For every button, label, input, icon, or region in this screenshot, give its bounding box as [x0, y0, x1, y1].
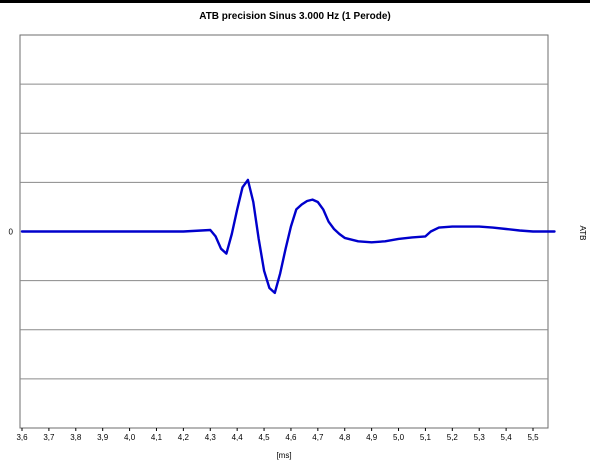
x-tick-label: 3,9: [97, 433, 109, 442]
x-tick-label: 5,1: [420, 433, 432, 442]
x-tick-label: 4,6: [285, 433, 297, 442]
y-tick-label: 0: [9, 228, 14, 237]
x-tick-label: 5,3: [474, 433, 486, 442]
x-tick-label: 4,8: [339, 433, 351, 442]
x-tick-label: 3,6: [16, 433, 28, 442]
x-tick-label: 5,0: [393, 433, 405, 442]
x-axis-label: [ms]: [276, 451, 292, 460]
x-tick-label: 4,3: [205, 433, 217, 442]
x-tick-label: 4,7: [312, 433, 324, 442]
top-rule: [0, 0, 590, 3]
x-tick-label: 4,2: [178, 433, 190, 442]
x-ticks: 3,6 3,7 3,8 3,9 4,0 4,1 4,2 4,3 4,4 4,5 4,6 4,7 4,8 4…: [16, 428, 539, 442]
x-tick-label: 5,4: [501, 433, 513, 442]
series-label: ATB: [578, 225, 587, 241]
x-tick-label: 4,1: [151, 433, 163, 442]
x-tick-label: 4,9: [366, 433, 378, 442]
y-ticks: 0: [9, 228, 14, 237]
grid-lines: [20, 83, 548, 380]
x-tick-label: 4,4: [232, 433, 244, 442]
x-tick-label: 5,2: [447, 433, 459, 442]
x-tick-label: 3,7: [43, 433, 55, 442]
x-tick-label: 4,5: [258, 433, 270, 442]
x-tick-label: 4,0: [124, 433, 136, 442]
x-tick-label: 5,5: [527, 433, 539, 442]
chart-title: ATB precision Sinus 3.000 Hz (1 Perode): [199, 11, 391, 22]
x-tick-label: 3,8: [70, 433, 82, 442]
series-line: [20, 178, 556, 295]
